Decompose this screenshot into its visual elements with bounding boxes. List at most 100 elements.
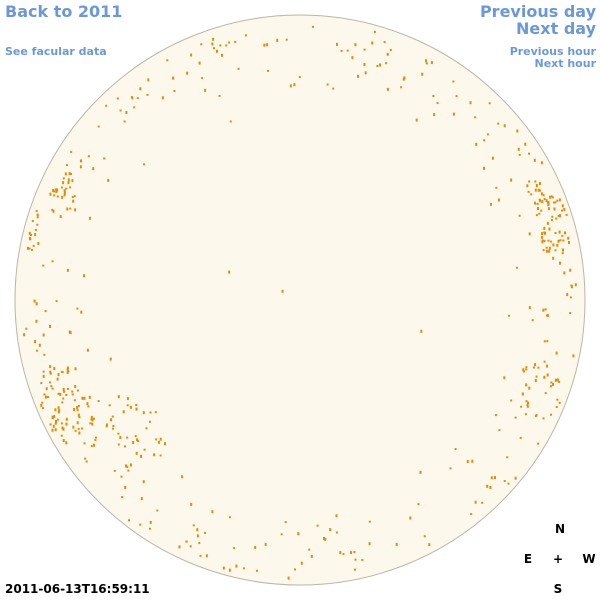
facula — [124, 445, 126, 448]
facula — [34, 340, 36, 344]
facula — [543, 375, 546, 379]
facula — [57, 406, 60, 410]
facula — [554, 201, 557, 204]
facula — [508, 314, 510, 317]
facula — [126, 404, 129, 407]
previous-hour-link[interactable]: Previous hour — [509, 45, 596, 58]
facula — [55, 190, 58, 193]
facula — [526, 405, 529, 408]
facula — [542, 194, 545, 197]
facula — [142, 411, 145, 415]
facula — [130, 463, 132, 467]
facula — [483, 166, 485, 170]
facula — [53, 194, 56, 197]
facula — [554, 232, 557, 234]
facula — [66, 368, 69, 371]
facula — [103, 157, 106, 160]
facula — [539, 199, 542, 203]
facula — [528, 180, 531, 183]
facula — [346, 49, 349, 52]
facula — [559, 261, 561, 265]
facula — [74, 367, 77, 371]
facula — [79, 165, 82, 169]
back-link[interactable]: Back to 2011 — [5, 2, 123, 21]
facula — [565, 213, 568, 216]
facula — [310, 554, 313, 558]
facula — [61, 371, 64, 374]
facula — [567, 236, 570, 240]
facula — [77, 427, 80, 430]
facula — [36, 223, 39, 226]
facula — [135, 451, 138, 455]
facula — [112, 427, 114, 430]
facula — [544, 231, 546, 235]
facula — [88, 395, 91, 399]
facula — [526, 404, 529, 407]
facula — [534, 188, 537, 192]
facula — [157, 440, 160, 444]
facula — [192, 524, 195, 527]
facula — [52, 189, 55, 193]
facula — [73, 399, 76, 402]
previous-day-link[interactable]: Previous day — [479, 2, 596, 21]
facula — [53, 190, 56, 193]
facula — [558, 401, 561, 404]
facula — [49, 365, 52, 369]
facula — [395, 542, 398, 546]
facula — [539, 189, 541, 192]
facula — [57, 373, 60, 377]
facula — [28, 231, 31, 235]
next-hour-link[interactable]: Next hour — [534, 57, 597, 70]
facula — [364, 71, 367, 75]
facula — [556, 243, 559, 247]
facula — [65, 417, 68, 421]
facula — [149, 527, 151, 530]
facula — [83, 442, 86, 445]
facula — [280, 533, 283, 536]
facula — [528, 152, 530, 155]
facula — [368, 542, 371, 546]
facula — [76, 409, 79, 412]
facula — [92, 167, 95, 171]
next-day-link[interactable]: Next day — [516, 19, 596, 38]
facula — [563, 271, 566, 275]
facula — [190, 502, 193, 506]
facula — [29, 237, 32, 241]
facula — [534, 201, 537, 205]
facula — [547, 201, 550, 204]
facula — [538, 212, 541, 215]
facula — [361, 559, 364, 561]
facula — [539, 182, 541, 186]
facula — [516, 129, 519, 133]
facula — [61, 195, 64, 199]
facula — [51, 260, 54, 263]
facula — [143, 163, 145, 166]
facula — [108, 404, 111, 407]
facula — [62, 177, 65, 180]
facula — [40, 403, 43, 407]
facula — [119, 436, 122, 439]
facula — [156, 509, 159, 512]
facula — [50, 385, 53, 388]
facula — [425, 59, 427, 63]
facula — [543, 340, 546, 343]
compass-north: N — [554, 522, 566, 536]
facula — [52, 209, 55, 213]
facula — [324, 537, 327, 541]
facula — [544, 308, 547, 311]
facula — [205, 554, 208, 558]
facula — [117, 395, 120, 399]
facular-link[interactable]: See facular data — [5, 45, 107, 58]
facula — [66, 164, 68, 167]
facula — [60, 422, 63, 425]
facula — [242, 567, 245, 570]
facula — [228, 270, 231, 274]
facula — [123, 120, 126, 123]
facula — [515, 266, 518, 269]
facula — [76, 406, 79, 410]
facula — [86, 348, 89, 352]
facula — [552, 382, 554, 386]
facula — [417, 503, 420, 506]
facula — [61, 401, 64, 404]
